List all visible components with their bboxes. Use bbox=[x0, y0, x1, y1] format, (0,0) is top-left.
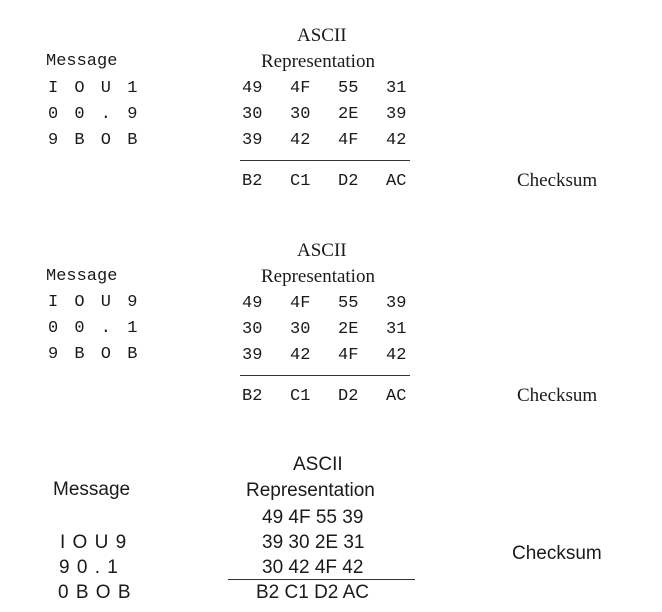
hex-cell: 30 bbox=[290, 320, 311, 339]
hex-cell: 49 bbox=[242, 79, 263, 98]
hex-row: 30 42 4F 42 bbox=[262, 557, 364, 578]
checksum-cell: D2 bbox=[338, 172, 359, 191]
hex-cell: 30 bbox=[290, 105, 311, 124]
representation-header: Representation bbox=[261, 51, 375, 72]
sum-rule bbox=[240, 160, 410, 161]
hex-cell: 4F bbox=[338, 131, 359, 150]
hex-cell: 39 bbox=[242, 131, 263, 150]
hex-cell: 31 bbox=[386, 320, 407, 339]
message-line: 0 0 . 9 bbox=[48, 105, 141, 124]
message-line: I O U 9 bbox=[48, 293, 141, 312]
message-line: I O U 9 bbox=[60, 532, 128, 553]
message-line: 0 0 . 1 bbox=[48, 319, 141, 338]
hex-cell: 30 bbox=[242, 320, 263, 339]
message-line: 9 0 . 1 bbox=[59, 557, 119, 578]
hex-cell: 55 bbox=[338, 79, 359, 98]
message-label: Message bbox=[46, 267, 118, 286]
sum-rule bbox=[240, 375, 410, 376]
checksum-cell: AC bbox=[386, 387, 407, 406]
ascii-header: ASCII bbox=[297, 240, 347, 261]
hex-cell: 2E bbox=[338, 105, 359, 124]
representation-header: Representation bbox=[246, 480, 375, 501]
hex-cell: 42 bbox=[290, 346, 311, 365]
hex-cell: 4F bbox=[338, 346, 359, 365]
representation-header: Representation bbox=[261, 266, 375, 287]
hex-row: 39 30 2E 31 bbox=[262, 532, 365, 553]
hex-cell: 42 bbox=[386, 131, 407, 150]
message-line: 9 B O B bbox=[48, 131, 141, 150]
hex-cell: 49 bbox=[242, 294, 263, 313]
hex-cell: 2E bbox=[338, 320, 359, 339]
hex-cell: 4F bbox=[290, 294, 311, 313]
hex-cell: 55 bbox=[338, 294, 359, 313]
hex-cell: 31 bbox=[386, 79, 407, 98]
checksum-row: B2 C1 D2 AC bbox=[256, 582, 369, 603]
hex-cell: 42 bbox=[386, 346, 407, 365]
message-label: Message bbox=[53, 479, 131, 500]
checksum-cell: B2 bbox=[242, 172, 263, 191]
hex-cell: 39 bbox=[386, 105, 407, 124]
checksum-cell: C1 bbox=[290, 172, 311, 191]
checksum-cell: AC bbox=[386, 172, 407, 191]
ascii-header: ASCII bbox=[293, 454, 343, 475]
hex-cell: 4F bbox=[290, 79, 311, 98]
message-label: Message bbox=[46, 52, 118, 71]
checksum-cell: D2 bbox=[338, 387, 359, 406]
hex-cell: 39 bbox=[386, 294, 407, 313]
checksum-cell: C1 bbox=[290, 387, 311, 406]
ascii-header: ASCII bbox=[297, 25, 347, 46]
checksum-cell: B2 bbox=[242, 387, 263, 406]
checksum-label: Checksum bbox=[517, 170, 598, 191]
sum-rule bbox=[228, 579, 415, 580]
hex-cell: 39 bbox=[242, 346, 263, 365]
message-line: I O U 1 bbox=[48, 79, 141, 98]
hex-cell: 42 bbox=[290, 131, 311, 150]
hex-row: 49 4F 55 39 bbox=[262, 507, 364, 528]
message-line: 9 B O B bbox=[48, 345, 141, 364]
message-line: 0 B O B bbox=[58, 582, 132, 603]
checksum-label: Checksum bbox=[512, 543, 602, 564]
hex-cell: 30 bbox=[242, 105, 263, 124]
checksum-label: Checksum bbox=[517, 385, 598, 406]
